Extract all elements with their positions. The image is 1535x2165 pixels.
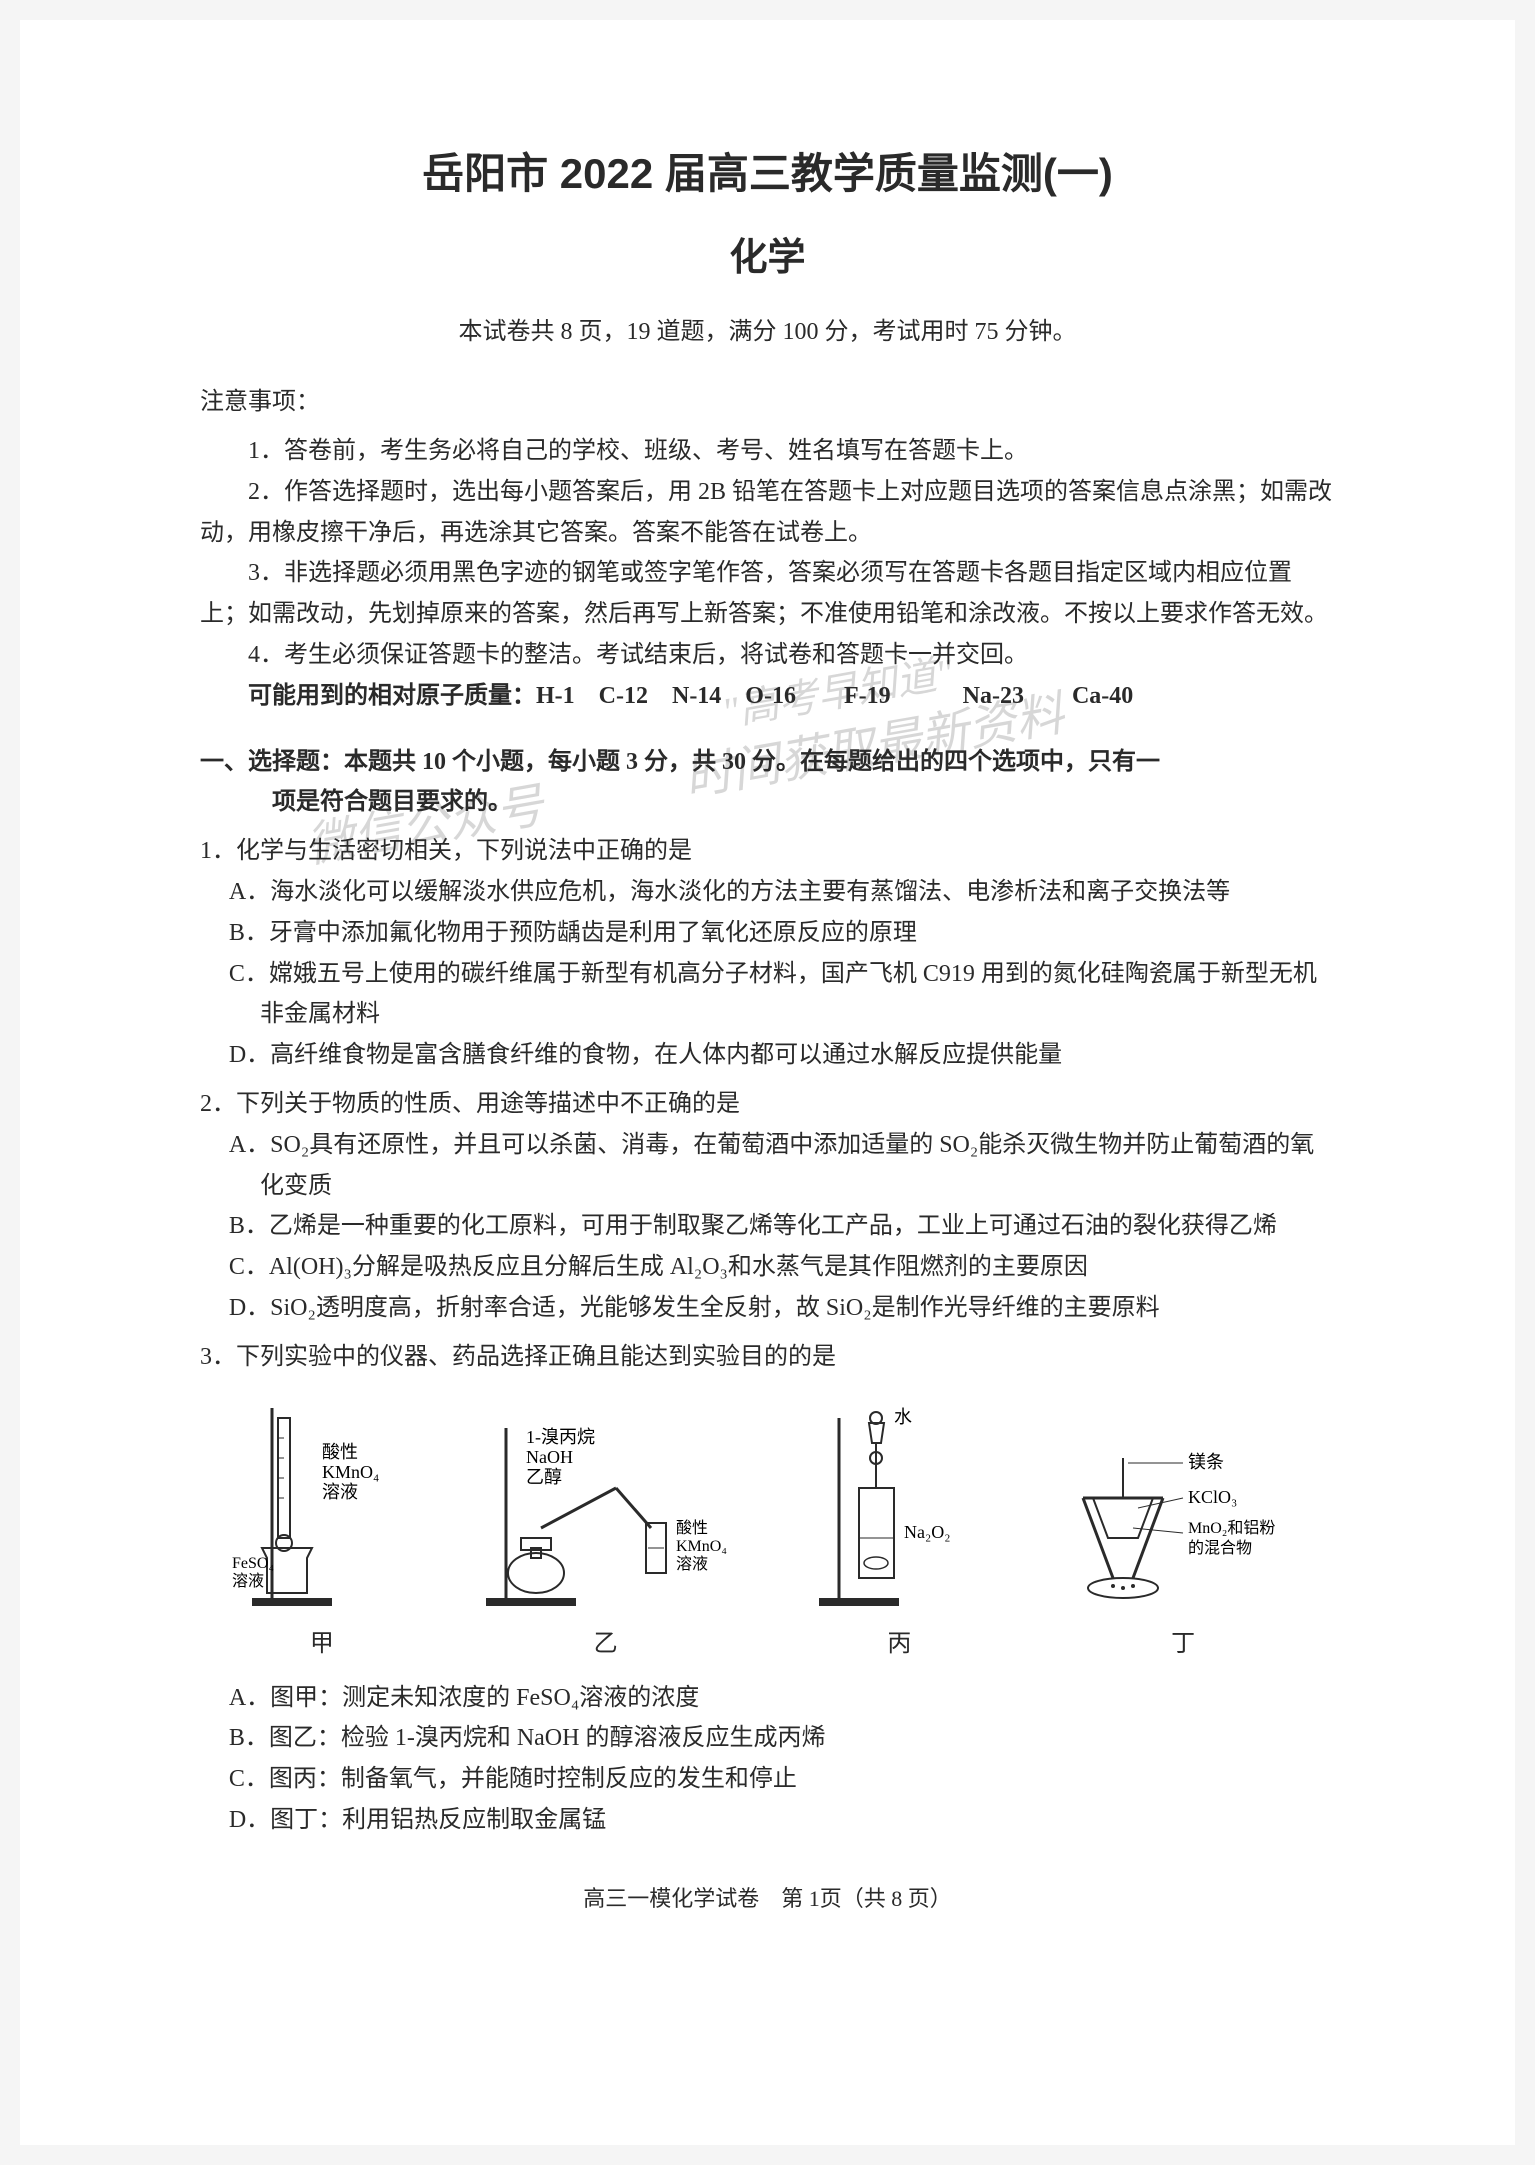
diagram-jia: 酸性 KMnO₄ 溶液 FeSO₄ 溶液 甲	[232, 1398, 412, 1658]
q2-option-d: D．SiO₂透明度高，折射率合适，光能够发生全反射，故 SiO₂是制作光导纤维的…	[200, 1288, 1335, 1329]
q2-option-c: C．Al(OH)₃分解是吸热反应且分解后生成 Al₂O₃和水蒸气是其作阻燃剂的主…	[200, 1247, 1335, 1288]
diagram-bing: 水 Na₂O₂ 丙	[799, 1398, 999, 1658]
page-content: 岳阳市 2022 届高三教学质量监测(一) 化学 本试卷共 8 页，19 道题，…	[200, 140, 1335, 1913]
exam-info: 本试卷共 8 页，19 道题，满分 100 分，考试用时 75 分钟。	[200, 311, 1335, 346]
question-3: 3．下列实验中的仪器、药品选择正确且能达到实验目的的是	[200, 1337, 1335, 1378]
svg-text:KClO₃: KClO₃	[1188, 1487, 1237, 1507]
diagram-yi-label: 乙	[476, 1623, 736, 1658]
diagram-row: 酸性 KMnO₄ 溶液 FeSO₄ 溶液 甲	[200, 1398, 1335, 1658]
diagram-bing-label: 丙	[799, 1623, 999, 1658]
svg-text:酸性: 酸性	[676, 1519, 708, 1537]
atomic-mass: 可能用到的相对原子质量：H-1 C-12 N-14 O-16 F-19 Na-2…	[200, 676, 1335, 717]
page-footer: 高三一模化学试卷 第 1页（共 8 页）	[200, 1881, 1335, 1913]
exam-subject: 化学	[200, 226, 1335, 281]
diagram-jia-label: 甲	[232, 1623, 412, 1658]
notice-2: 2．作答选择题时，选出每小题答案后，用 2B 铅笔在答题卡上对应题目选项的答案信…	[200, 472, 1335, 554]
q3-option-c: C．图丙：制备氧气，并能随时控制反应的发生和停止	[200, 1759, 1335, 1800]
q1-option-b: B．牙膏中添加氟化物用于预防龋齿是利用了氧化还原反应的原理	[200, 913, 1335, 954]
svg-text:KMnO₄: KMnO₄	[676, 1538, 727, 1555]
question-2: 2．下列关于物质的性质、用途等描述中不正确的是	[200, 1084, 1335, 1125]
q3-option-d: D．图丁：利用铝热反应制取金属锰	[200, 1800, 1335, 1841]
diagram-ding-label: 丁	[1063, 1623, 1303, 1658]
notice-4: 4．考生必须保证答题卡的整洁。考试结束后，将试卷和答题卡一并交回。	[200, 635, 1335, 676]
q1-option-a: A．海水淡化可以缓解淡水供应危机，海水淡化的方法主要有蒸馏法、电渗析法和离子交换…	[200, 872, 1335, 913]
svg-text:溶液: 溶液	[232, 1572, 264, 1590]
q3-option-b: B．图乙：检验 1-溴丙烷和 NaOH 的醇溶液反应生成丙烯	[200, 1718, 1335, 1759]
svg-text:乙醇: 乙醇	[526, 1467, 562, 1487]
diagram-ding: 镁条 KClO₃ MnO₂和铝粉 的混合物 丁	[1063, 1398, 1303, 1658]
notice-3: 3．非选择题必须用黑色字迹的钢笔或签字笔作答，答案必须写在答题卡各题目指定区域内…	[200, 553, 1335, 635]
q1-option-d: D．高纤维食物是富含膳食纤维的食物，在人体内都可以通过水解反应提供能量	[200, 1035, 1335, 1076]
svg-text:FeSO₄: FeSO₄	[232, 1555, 274, 1572]
exam-page: "高考早知道" 微信公众号 时间获取最新资料 岳阳市 2022 届高三教学质量监…	[20, 20, 1515, 2145]
q2-option-a: A．SO₂具有还原性，并且可以杀菌、消毒，在葡萄酒中添加适量的 SO₂能杀灭微生…	[200, 1125, 1335, 1207]
notice-heading: 注意事项：	[200, 381, 1335, 416]
diagram-yi: 1-溴丙烷 NaOH 乙醇 酸性 KMnO₄ 溶液 乙	[476, 1398, 736, 1658]
question-1: 1．化学与生活密切相关，下列说法中正确的是	[200, 831, 1335, 872]
svg-text:水: 水	[894, 1407, 912, 1427]
svg-text:MnO₂和铝粉: MnO₂和铝粉	[1188, 1519, 1275, 1537]
q2-option-b: B．乙烯是一种重要的化工原料，可用于制取聚乙烯等化工产品，工业上可通过石油的裂化…	[200, 1206, 1335, 1247]
svg-text:1-溴丙烷: 1-溴丙烷	[526, 1427, 595, 1447]
svg-text:溶液: 溶液	[322, 1482, 358, 1502]
notice-1: 1．答卷前，考生务必将自己的学校、班级、考号、姓名填写在答题卡上。	[200, 431, 1335, 472]
svg-text:镁条: 镁条	[1188, 1452, 1224, 1472]
svg-text:Na₂O₂: Na₂O₂	[904, 1522, 951, 1542]
section-1-header: 一、选择题：本题共 10 个小题，每小题 3 分，共 30 分。在每题给出的四个…	[200, 742, 1335, 783]
svg-text:NaOH: NaOH	[526, 1447, 573, 1467]
exam-title: 岳阳市 2022 届高三教学质量监测(一)	[200, 140, 1335, 201]
section-1-continue: 项是符合题目要求的。	[200, 782, 1335, 823]
svg-text:KMnO₄: KMnO₄	[322, 1462, 379, 1482]
svg-text:酸性: 酸性	[322, 1442, 358, 1462]
svg-text:溶液: 溶液	[676, 1555, 708, 1573]
q3-option-a: A．图甲：测定未知浓度的 FeSO₄溶液的浓度	[200, 1678, 1335, 1719]
svg-text:的混合物: 的混合物	[1188, 1539, 1252, 1557]
q1-option-c: C．嫦娥五号上使用的碳纤维属于新型有机高分子材料，国产飞机 C919 用到的氮化…	[200, 954, 1335, 1036]
